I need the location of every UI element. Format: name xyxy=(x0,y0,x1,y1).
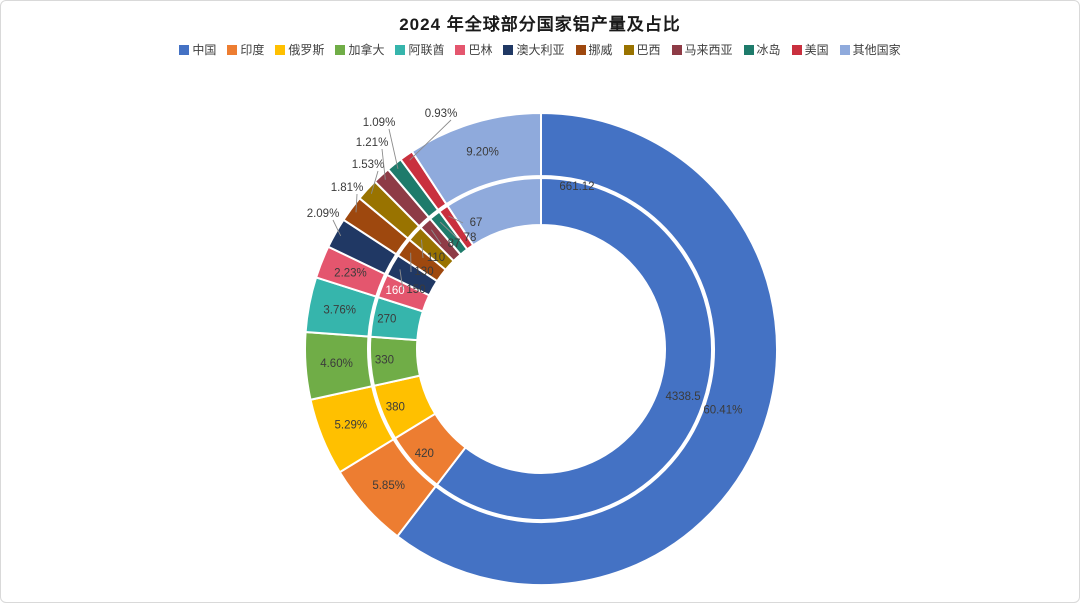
legend-swatch-canada xyxy=(335,44,346,55)
legend-item-brazil: 巴西 xyxy=(623,41,661,58)
legend-swatch-brazil xyxy=(623,44,634,55)
pct-leader-brazil xyxy=(370,170,379,194)
legend-swatch-bahrain xyxy=(455,44,466,55)
val-label-uae: 270 xyxy=(377,313,396,325)
legend-label-brazil: 巴西 xyxy=(636,43,661,57)
val-label-iceland: 78 xyxy=(464,232,477,244)
legend-item-australia: 澳大利亚 xyxy=(503,41,565,58)
legend-label-bahrain: 巴林 xyxy=(468,43,493,57)
pct-label-australia: 2.09% xyxy=(307,208,340,220)
legend-swatch-others xyxy=(839,44,850,55)
legend-item-china: 中国 xyxy=(179,41,216,58)
inner-slice-others xyxy=(446,176,542,247)
legend-item-malaysia: 马来西亚 xyxy=(671,41,733,58)
legend-item-india: 印度 xyxy=(227,41,264,58)
legend-swatch-malaysia xyxy=(671,44,682,55)
legend-swatch-australia xyxy=(503,44,514,55)
pct-label-china: 60.41% xyxy=(703,405,742,417)
legend-label-malaysia: 马来西亚 xyxy=(684,43,733,57)
legend-item-others: 其他国家 xyxy=(839,41,901,58)
val-leader-australia xyxy=(399,269,404,291)
legend-swatch-china xyxy=(179,44,190,55)
val-label-canada: 330 xyxy=(375,354,394,366)
pct-label-bahrain: 2.23% xyxy=(334,267,367,279)
legend-swatch-usa xyxy=(791,44,802,55)
pct-label-others: 9.20% xyxy=(466,147,499,159)
val-label-others: 661.12 xyxy=(559,181,594,193)
val-leader-usa xyxy=(448,215,464,224)
pct-label-iceland: 1.09% xyxy=(363,117,396,129)
legend-label-usa: 美国 xyxy=(804,43,829,57)
outer-slice-others xyxy=(410,111,542,206)
legend-label-norway: 挪威 xyxy=(588,43,613,57)
legend-label-australia: 澳大利亚 xyxy=(516,43,565,57)
legend-swatch-russia xyxy=(275,44,286,55)
legend-label-others: 其他国家 xyxy=(852,43,901,57)
val-label-china: 4338.5 xyxy=(665,391,700,403)
pct-leader-usa xyxy=(409,119,452,161)
legend-item-iceland: 冰岛 xyxy=(743,41,781,58)
legend-swatch-norway xyxy=(575,44,586,55)
legend-swatch-india xyxy=(227,44,238,55)
pct-label-usa: 0.93% xyxy=(425,108,458,120)
legend-item-bahrain: 巴林 xyxy=(455,41,492,58)
pct-leader-norway xyxy=(355,193,358,213)
legend-label-uae: 阿联酋 xyxy=(408,43,445,57)
legend-swatch-uae xyxy=(395,44,406,55)
pct-label-uae: 3.76% xyxy=(323,304,356,316)
pct-label-russia: 5.29% xyxy=(335,420,368,432)
legend-label-iceland: 冰岛 xyxy=(756,43,781,57)
chart-title: 2024 年全球部分国家铝产量及占比 xyxy=(399,15,681,34)
val-label-usa: 67 xyxy=(470,217,483,229)
legend-item-norway: 挪威 xyxy=(575,41,613,58)
val-label-india: 420 xyxy=(415,448,434,460)
pct-leader-iceland xyxy=(388,128,399,169)
pct-leader-australia xyxy=(332,219,342,237)
legend-label-india: 印度 xyxy=(240,43,265,57)
outer-slice-china xyxy=(395,111,778,586)
pct-leader-malaysia xyxy=(381,148,386,180)
val-leader-malaysia xyxy=(430,229,442,245)
pct-label-norway: 1.81% xyxy=(331,182,364,194)
legend-label-russia: 俄罗斯 xyxy=(288,43,325,57)
pct-label-canada: 4.60% xyxy=(320,358,353,370)
legend-item-russia: 俄罗斯 xyxy=(275,41,324,58)
legend-swatch-iceland xyxy=(743,44,754,55)
legend-item-uae: 阿联酋 xyxy=(395,41,444,58)
pct-label-malaysia: 1.21% xyxy=(356,137,389,149)
pct-label-brazil: 1.53% xyxy=(352,159,385,171)
pct-label-india: 5.85% xyxy=(372,480,405,492)
val-label-malaysia: 87 xyxy=(448,238,461,250)
val-leader-brazil xyxy=(421,239,424,259)
legend-label-china: 中国 xyxy=(192,43,217,57)
chart-legend: 中国 印度 俄罗斯 加拿大 阿联酋 巴林 澳大利亚 挪威 巴西 马来西亚 冰岛 美国 其他国家 xyxy=(1,41,1079,58)
val-label-brazil: 110 xyxy=(427,252,445,264)
legend-item-usa: 美国 xyxy=(791,41,829,58)
legend-label-canada: 加拿大 xyxy=(348,43,385,57)
val-label-norway: 130 xyxy=(414,266,433,278)
val-label-russia: 380 xyxy=(386,402,405,414)
val-label-australia: 150 xyxy=(406,284,425,296)
val-label-bahrain: 160 xyxy=(386,285,405,297)
inner-slice-china xyxy=(435,176,713,521)
val-leader-iceland xyxy=(439,221,458,239)
legend-item-canada: 加拿大 xyxy=(335,41,384,58)
